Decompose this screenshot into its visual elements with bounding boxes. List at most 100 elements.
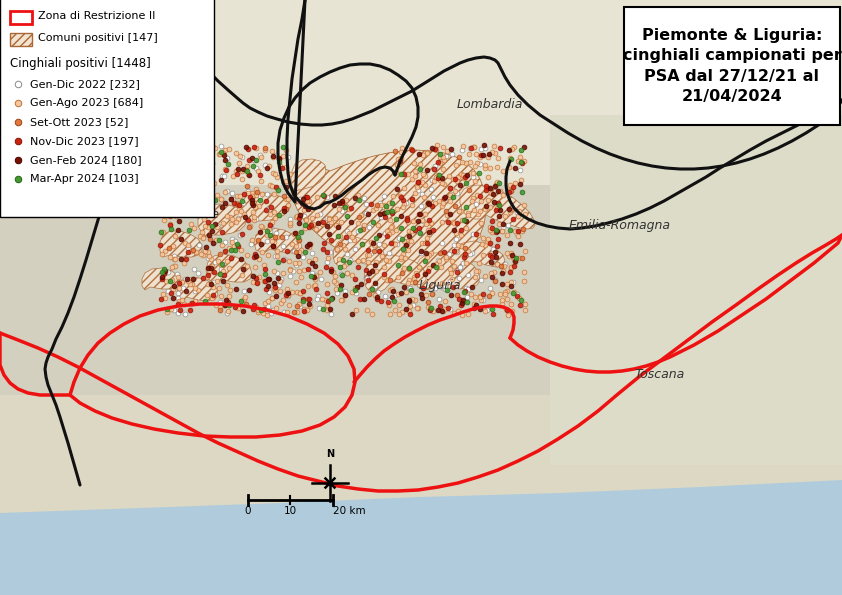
Text: Set-Ott 2023 [52]: Set-Ott 2023 [52] (30, 117, 128, 127)
Bar (0, 185, 600, 395)
Point (465, 283, 478, 292)
Point (205, 199, 219, 208)
Point (225, 194, 238, 203)
Point (466, 193, 480, 202)
Point (316, 219, 329, 228)
Point (483, 223, 497, 232)
Point (249, 163, 263, 173)
Text: Emilia-Romagna: Emilia-Romagna (569, 218, 671, 231)
Point (235, 270, 248, 280)
Point (269, 303, 283, 313)
Point (295, 227, 308, 237)
Point (163, 165, 177, 174)
Point (399, 287, 413, 297)
Point (201, 264, 215, 273)
Point (433, 176, 446, 185)
Point (324, 266, 338, 275)
Point (235, 229, 248, 239)
Point (478, 161, 492, 170)
Point (454, 225, 467, 234)
Point (501, 310, 514, 320)
Point (397, 253, 411, 263)
Point (511, 227, 525, 236)
Point (158, 161, 172, 171)
Point (253, 192, 267, 201)
Point (489, 205, 503, 215)
Point (168, 262, 182, 271)
Point (173, 205, 186, 214)
Point (248, 215, 261, 225)
Point (493, 143, 507, 153)
Point (306, 220, 320, 229)
Point (223, 212, 237, 221)
Point (450, 290, 464, 299)
Point (474, 275, 488, 285)
Point (343, 228, 356, 238)
Point (373, 199, 386, 208)
Point (244, 240, 258, 249)
Point (168, 254, 182, 264)
Point (422, 225, 435, 234)
Point (428, 176, 441, 186)
Point (370, 258, 383, 267)
Point (262, 275, 275, 284)
Point (363, 250, 376, 259)
Point (497, 190, 510, 199)
Point (401, 240, 414, 249)
Point (222, 300, 236, 310)
Point (163, 253, 177, 262)
Point (419, 220, 433, 229)
Point (184, 246, 198, 256)
Point (503, 186, 516, 195)
Point (158, 158, 172, 167)
Point (455, 230, 468, 240)
Point (234, 206, 248, 215)
Point (198, 274, 211, 283)
Point (498, 289, 512, 299)
Point (377, 202, 391, 211)
Point (444, 183, 457, 192)
Point (261, 301, 274, 311)
Point (357, 255, 370, 265)
Point (189, 248, 203, 257)
Point (413, 262, 426, 272)
Point (509, 178, 522, 187)
Point (280, 284, 294, 294)
Point (447, 175, 461, 184)
Point (337, 255, 350, 265)
Point (465, 249, 478, 258)
Point (309, 254, 322, 264)
Point (488, 148, 501, 158)
Point (269, 285, 282, 295)
Point (358, 220, 371, 230)
Point (214, 260, 227, 270)
Point (496, 279, 509, 289)
Point (408, 171, 421, 181)
Point (476, 150, 489, 159)
Point (436, 198, 450, 208)
Point (313, 267, 327, 277)
Point (217, 270, 231, 279)
Point (382, 199, 396, 208)
Point (187, 223, 200, 233)
Point (392, 289, 405, 299)
Point (448, 174, 461, 184)
Point (306, 248, 319, 257)
Point (456, 141, 470, 151)
Point (156, 274, 169, 284)
Point (311, 218, 324, 228)
Point (408, 273, 421, 282)
Point (163, 173, 177, 182)
Point (224, 246, 237, 255)
Point (242, 188, 255, 198)
Point (440, 152, 453, 161)
Point (320, 279, 333, 289)
Point (261, 250, 274, 259)
Point (163, 176, 176, 186)
Point (513, 152, 526, 161)
Point (490, 259, 504, 268)
Point (407, 158, 420, 167)
Point (173, 168, 187, 177)
Point (196, 250, 210, 259)
Point (293, 213, 306, 223)
